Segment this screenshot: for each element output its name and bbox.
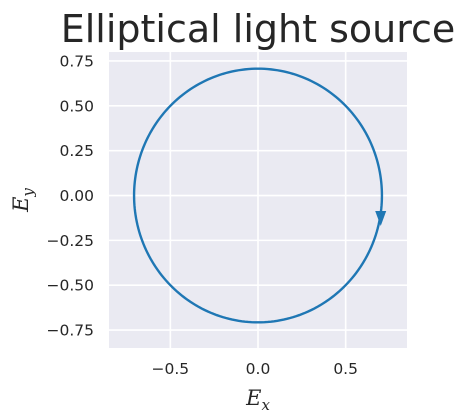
x-tick-label: 0.5 [333, 360, 358, 378]
x-tick-labels: −0.5 0.0 0.5 [152, 360, 358, 378]
y-tick-labels: 0.75 0.50 0.25 0.00 −0.25 −0.50 −0.75 [47, 52, 95, 339]
polarization-ellipse-line [132, 67, 384, 324]
x-tick-label: −0.5 [152, 360, 190, 378]
chart-title: Elliptical light source [61, 7, 456, 51]
y-axis-label: Ey [9, 188, 37, 213]
x-axis-label-base: E [245, 386, 261, 410]
y-axis-label-subscript: y [19, 188, 37, 198]
y-tick-label: −0.50 [47, 277, 95, 295]
y-tick-label: −0.75 [47, 322, 95, 340]
y-gridlines [109, 60, 407, 331]
x-tick-label: 0.0 [246, 360, 271, 378]
y-tick-label: −0.25 [47, 232, 95, 250]
y-tick-label: 0.50 [59, 97, 94, 115]
y-tick-label: 0.00 [59, 187, 94, 205]
y-tick-label: 0.25 [59, 142, 94, 160]
direction-arrow-marker [375, 211, 387, 227]
y-axis-label-base: E [9, 197, 33, 213]
x-axis-label: Ex [245, 386, 270, 414]
y-tick-label: 0.75 [59, 52, 94, 70]
x-axis-label-subscript: x [261, 396, 270, 414]
x-gridlines [169, 52, 347, 348]
